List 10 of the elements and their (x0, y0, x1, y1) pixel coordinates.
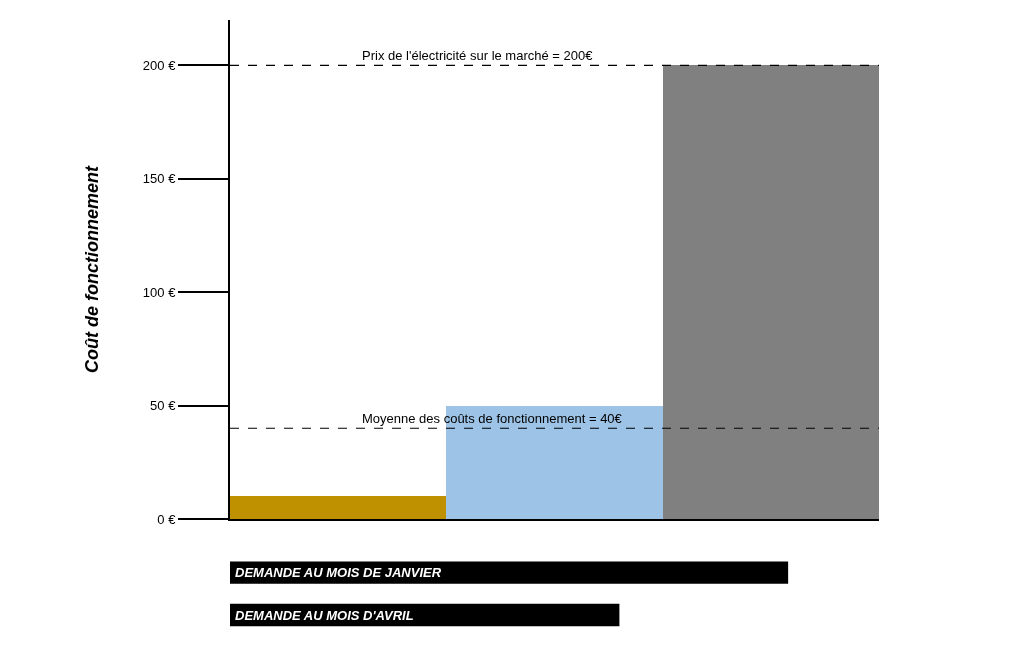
text: DEMANDE AU MOIS D'AVRIL (235, 608, 414, 623)
y-tick-label: 50 € (150, 398, 177, 414)
y-axis-title: Coût de fonctionnement (81, 165, 102, 373)
y-tick-label: 0 € (157, 511, 177, 527)
ref-line-label: Moyenne des coûts de fonctionnement = 40€ (362, 411, 623, 426)
ref-line-label: Prix de l'électricité sur le marché = 200€ (362, 48, 594, 63)
y-tick-label: 150 € (142, 171, 177, 187)
y-tick-label: 200 € (142, 57, 177, 73)
text: DEMANDE AU MOIS DE JANVIER (235, 565, 442, 580)
y-tick-label: 100 € (142, 284, 177, 300)
